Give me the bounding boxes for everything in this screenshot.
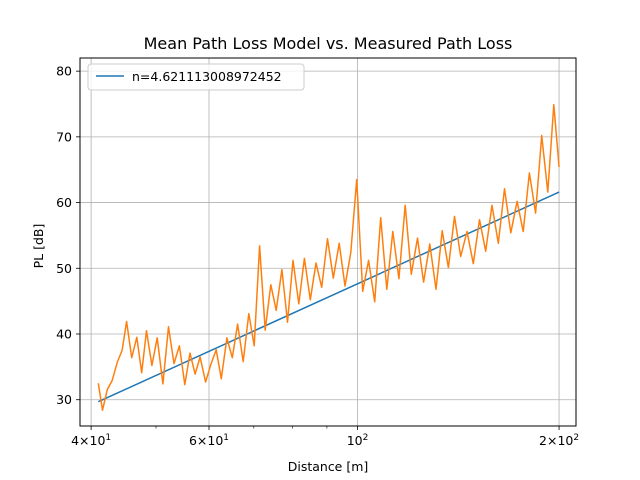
series-layer [97,103,560,411]
y-tick-label: 60 [56,195,72,210]
x-axis-label: Distance [m] [288,459,369,474]
x-tick-label: 6×101 [189,433,229,448]
measured-path-loss-line [97,103,560,411]
y-tick-label: 80 [56,64,72,79]
y-tick-label: 40 [56,327,72,342]
y-tick-label: 70 [56,129,72,144]
plot-frame [79,57,577,427]
y-tick-label: 50 [56,261,72,276]
legend: n=4.621113008972452 [87,63,305,91]
x-tick-label: 4×101 [71,433,111,448]
x-tick-label: 2×102 [539,433,579,448]
y-tick-label: 30 [56,392,72,407]
model-line [97,191,560,403]
chart-title: Mean Path Loss Model vs. Measured Path L… [144,34,513,53]
y-axis-label: PL [dB] [31,224,46,269]
legend-box [87,63,305,91]
tick-layer: 30 40 50 60 70 80 4×101 6×101 102 2×102 [56,64,579,448]
x-tick-label: 102 [347,433,369,448]
grid-layer [80,58,576,426]
legend-label: n=4.621113008972452 [132,69,282,84]
